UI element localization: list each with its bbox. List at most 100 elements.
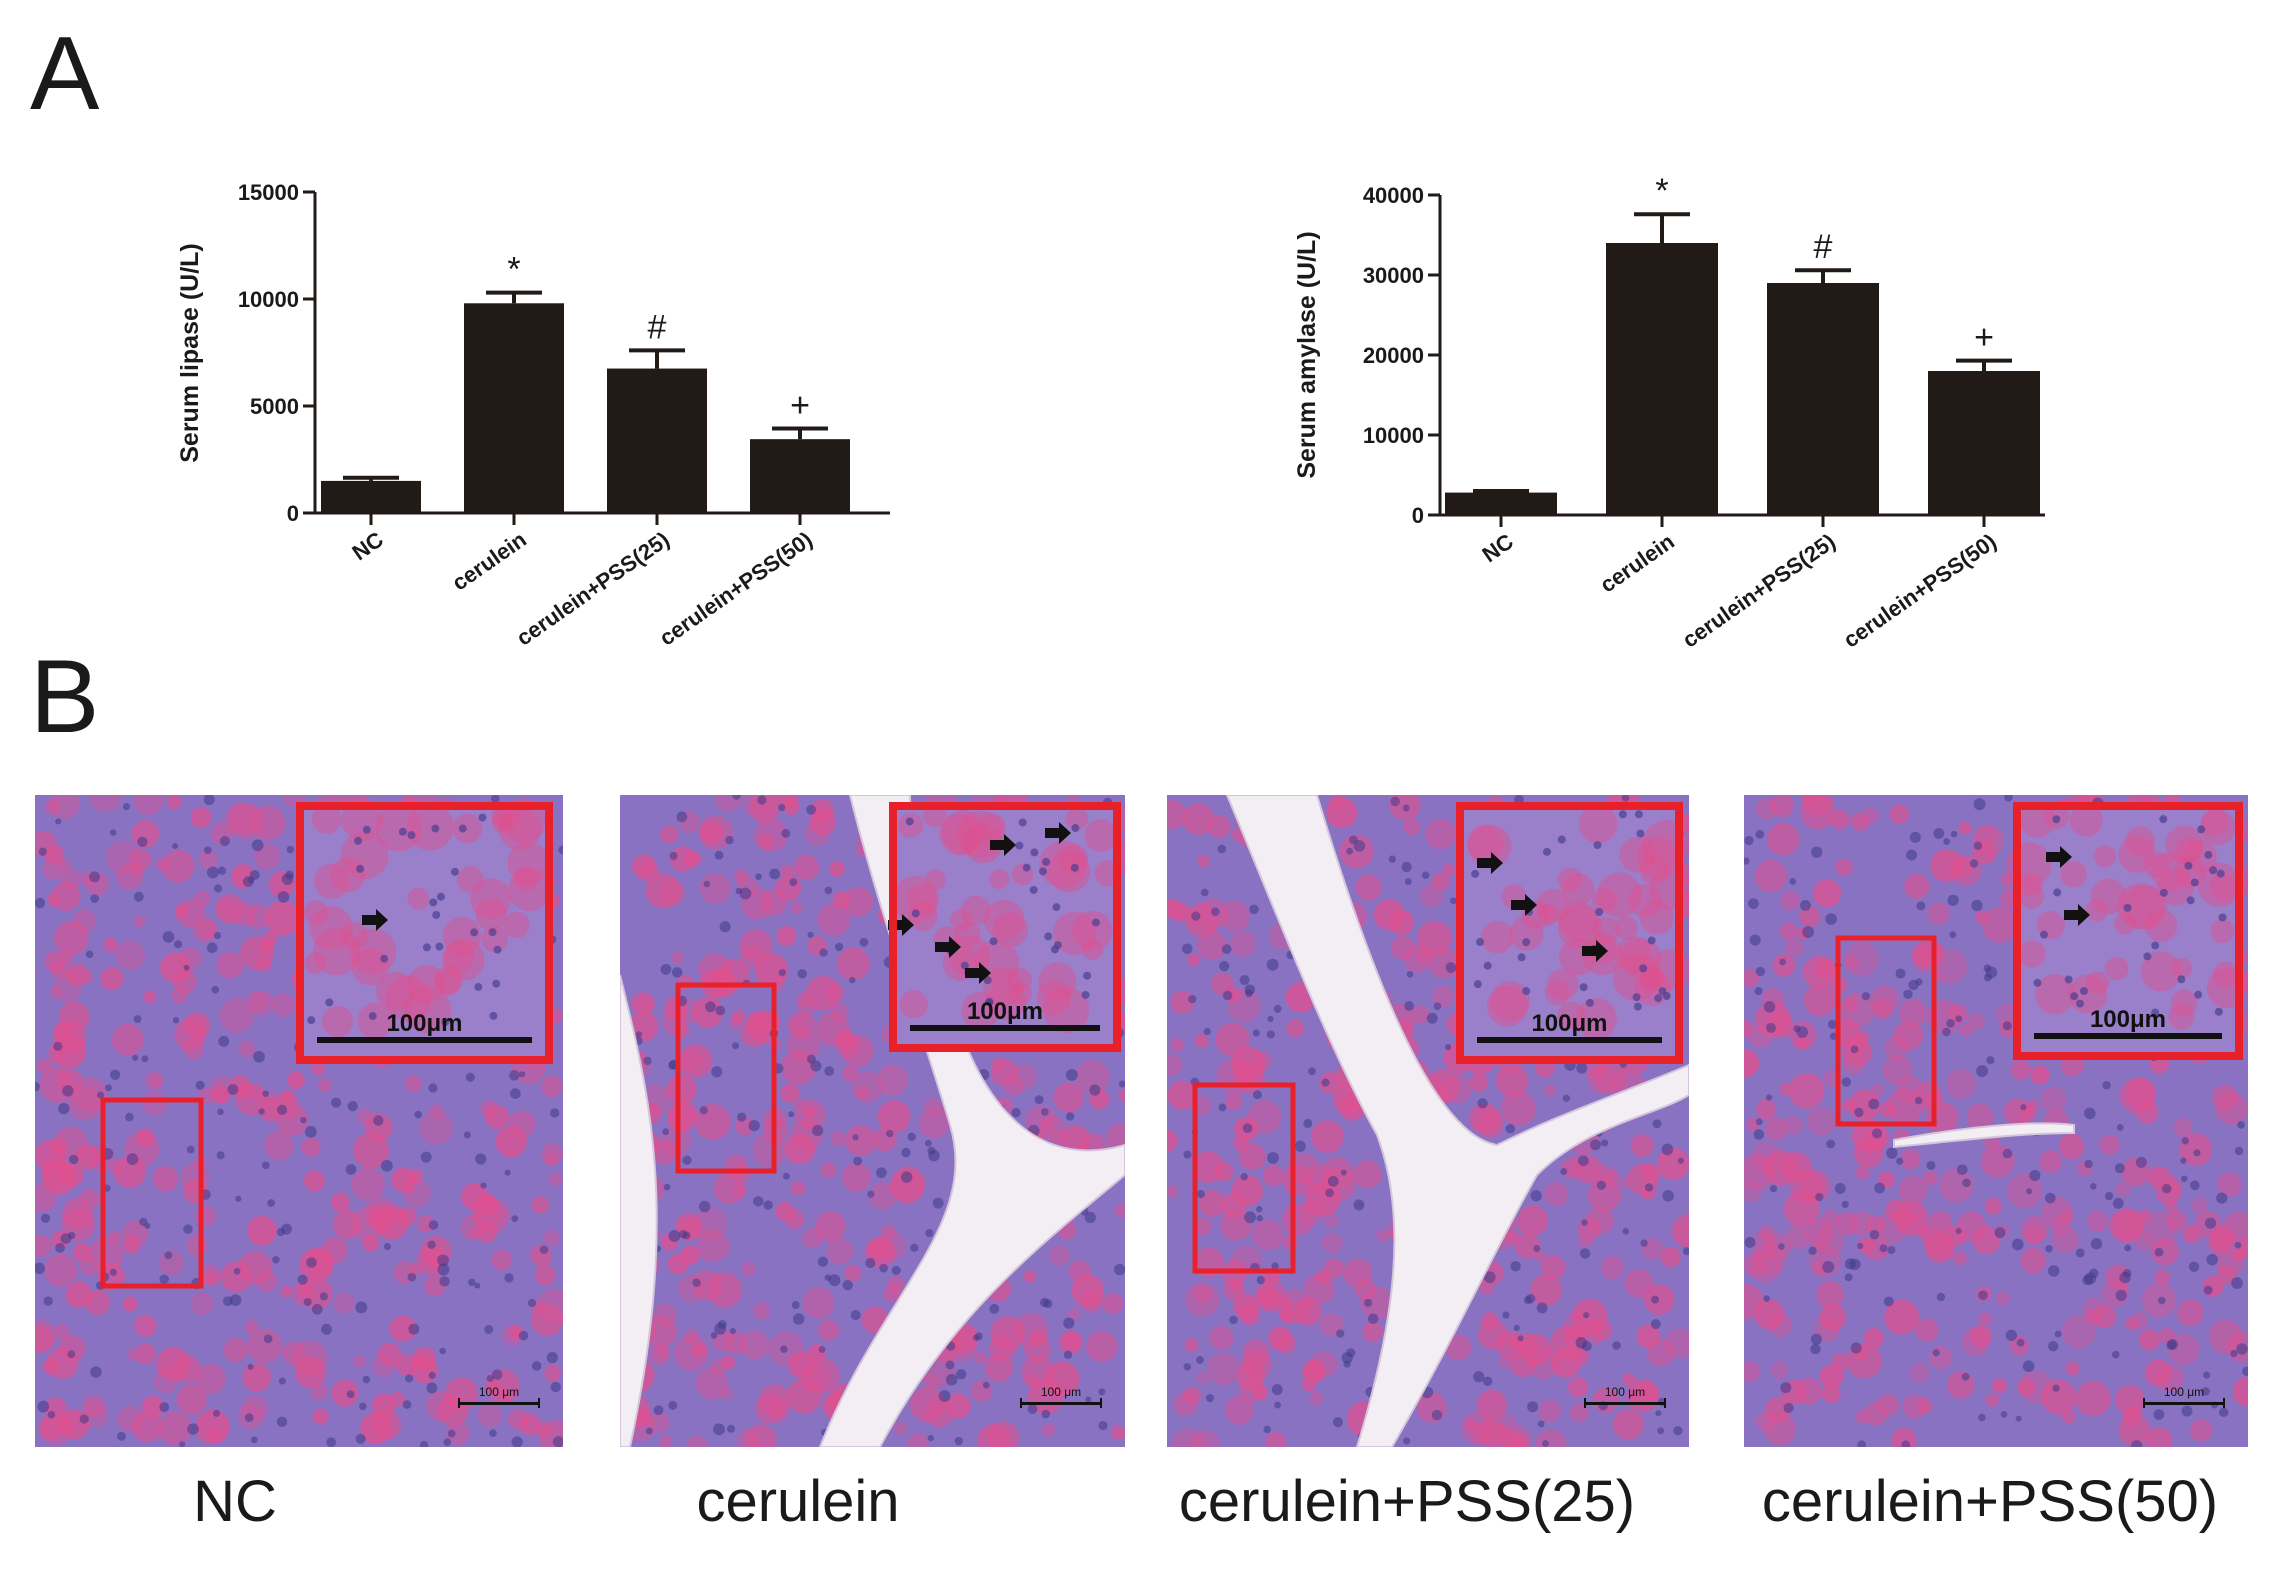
- inset-granules: [303, 900, 329, 926]
- inset-nucleus: [1071, 824, 1080, 833]
- nucleus: [1271, 1262, 1279, 1270]
- inset-granules: [1071, 910, 1113, 952]
- category-label: cerulein: [447, 527, 530, 596]
- nucleus: [1769, 1184, 1778, 1193]
- acinar-granules: [544, 1364, 561, 1382]
- acinar-granules: [1671, 1213, 1689, 1248]
- acinar-granules: [1884, 1035, 1909, 1060]
- acinar-granules: [312, 1408, 329, 1425]
- nucleus: [1533, 1244, 1541, 1252]
- acinar-granules: [122, 1296, 138, 1312]
- inset-nucleus: [2177, 975, 2186, 984]
- acinar-granules: [1887, 1088, 1924, 1125]
- inset-granules: [987, 981, 1027, 1021]
- nucleus: [2048, 1340, 2059, 1352]
- nucleus: [668, 1230, 681, 1242]
- nucleus: [1203, 1027, 1211, 1036]
- acinar-granules: [143, 990, 157, 1004]
- nucleus: [1622, 1228, 1630, 1235]
- inset-granules: [2140, 951, 2182, 992]
- inset-granules: [950, 909, 973, 932]
- acinar-granules: [1374, 899, 1405, 931]
- acinar-granules: [1170, 1037, 1185, 1052]
- nucleus: [1755, 966, 1766, 977]
- acinar-granules: [2109, 1208, 2145, 1243]
- acinar-granules: [122, 1220, 149, 1247]
- acinar-granules: [1538, 1399, 1562, 1423]
- acinar-granules: [2059, 1209, 2074, 1225]
- nucleus: [242, 876, 254, 887]
- acinar-granules: [776, 926, 797, 946]
- acinar-granules: [1923, 1170, 1938, 1186]
- acinar-granules: [1630, 1134, 1654, 1158]
- acinar-granules: [742, 795, 777, 820]
- nucleus: [2020, 1104, 2027, 1111]
- nucleus: [1841, 1200, 1849, 1209]
- nucleus: [1621, 795, 1630, 802]
- nucleus: [428, 1371, 436, 1379]
- acinar-granules: [245, 1320, 259, 1334]
- acinar-granules: [699, 872, 732, 905]
- nucleus: [2236, 1343, 2248, 1355]
- acinar-granules: [1898, 1175, 1928, 1205]
- nucleus: [286, 845, 295, 854]
- nucleus: [1947, 894, 1959, 906]
- acinar-granules: [669, 846, 696, 872]
- acinar-granules: [631, 992, 655, 1016]
- nucleus: [1895, 968, 1906, 979]
- acinar-granules: [247, 1328, 282, 1364]
- acinar-granules: [50, 960, 69, 979]
- acinar-granules: [1199, 1190, 1226, 1217]
- acinar-granules: [1896, 1075, 1924, 1103]
- acinar-granules: [1804, 1218, 1834, 1249]
- inset-granules: [2118, 835, 2156, 874]
- nucleus: [1901, 1440, 1911, 1447]
- nucleus: [1244, 1211, 1256, 1224]
- acinar-granules: [1185, 1282, 1220, 1317]
- inset-nucleus: [356, 864, 365, 873]
- acinar-granules: [1991, 1378, 2007, 1394]
- acinar-granules: [2145, 1359, 2173, 1387]
- acinar-granules: [2210, 1225, 2236, 1251]
- acinar-granules: [1360, 1286, 1394, 1320]
- inset-nucleus: [380, 954, 389, 963]
- acinar-granules: [116, 863, 144, 891]
- acinar-granules: [1953, 1251, 1967, 1266]
- acinar-granules: [2191, 1197, 2209, 1214]
- nucleus: [828, 1274, 841, 1287]
- acinar-granules: [1431, 872, 1450, 891]
- acinar-granules: [893, 1421, 908, 1436]
- acinar-granules: [1106, 1123, 1125, 1152]
- scale-bar: [1020, 1402, 1102, 1405]
- nucleus: [1578, 1155, 1589, 1167]
- inset-nucleus: [2184, 861, 2193, 870]
- inset-nucleus: [441, 1017, 450, 1026]
- nucleus: [37, 1400, 50, 1413]
- inset-nucleus: [1639, 964, 1648, 973]
- inset-nucleus: [1633, 1002, 1642, 1011]
- inset-nucleus: [2216, 869, 2225, 878]
- inset-nucleus: [1053, 941, 1062, 950]
- inset-nucleus: [478, 813, 487, 822]
- nucleus: [668, 1400, 678, 1410]
- nucleus: [2206, 1253, 2219, 1266]
- inset-scale-bar: [1477, 1037, 1662, 1043]
- inset-granules: [2085, 899, 2108, 922]
- nucleus: [1340, 1169, 1347, 1176]
- inset-granules: [498, 807, 542, 851]
- inset-nucleus: [1593, 841, 1602, 850]
- acinar-granules: [818, 1319, 840, 1341]
- acinar-granules: [150, 1074, 163, 1087]
- nucleus: [213, 931, 222, 940]
- inset-nucleus: [470, 928, 479, 937]
- nucleus: [901, 1147, 911, 1158]
- acinar-granules: [1585, 1206, 1614, 1235]
- y-tick-label: 10000: [1363, 423, 1424, 448]
- nucleus: [2167, 1339, 2179, 1350]
- inset-nucleus: [1483, 961, 1492, 970]
- inset-granules: [2117, 883, 2164, 930]
- nucleus: [2234, 1241, 2242, 1249]
- nucleus: [55, 1242, 66, 1253]
- nucleus: [326, 1437, 337, 1447]
- inset-granules: [1639, 855, 1670, 886]
